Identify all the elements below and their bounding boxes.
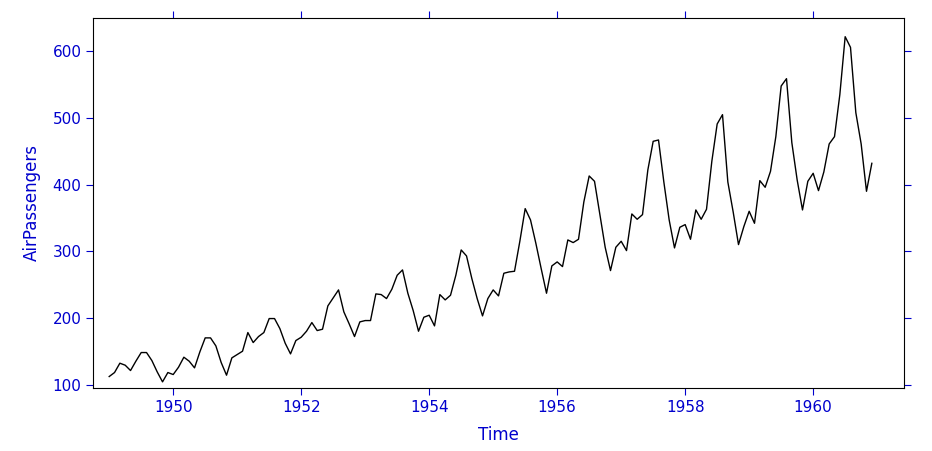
X-axis label: Time: Time xyxy=(478,426,519,444)
Y-axis label: AirPassengers: AirPassengers xyxy=(23,144,41,262)
